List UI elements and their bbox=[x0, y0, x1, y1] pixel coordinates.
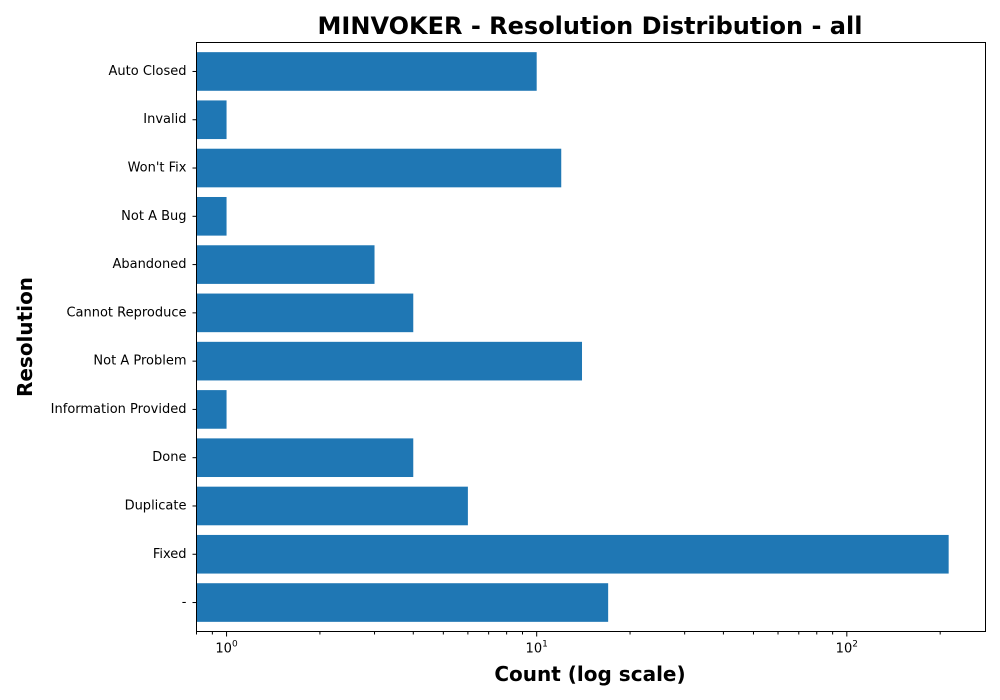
bar-auto-closed bbox=[196, 52, 537, 91]
y-tick-label: Duplicate bbox=[125, 498, 187, 513]
bar-blank bbox=[196, 583, 609, 622]
y-tick-label: Invalid bbox=[143, 112, 186, 127]
x-tick-label: 100 bbox=[215, 640, 238, 657]
bar-won-t-fix bbox=[196, 148, 562, 188]
y-axis-label: Resolution bbox=[13, 277, 37, 397]
y-tick-label: Won't Fix bbox=[128, 161, 187, 176]
bar-information-provided bbox=[196, 390, 227, 429]
y-tick-label: Cannot Reproduce bbox=[66, 305, 186, 320]
x-tick-label: 102 bbox=[836, 640, 858, 657]
bar-fixed bbox=[196, 534, 949, 574]
y-tick-label: - bbox=[182, 595, 187, 610]
y-axis: - Fixed Duplicate Done Information Provided N… bbox=[51, 64, 197, 610]
y-tick-label: Not A Problem bbox=[93, 354, 186, 369]
x-axis-label: Count (log scale) bbox=[494, 662, 685, 686]
chart-title: MINVOKER - Resolution Distribution - all bbox=[318, 12, 863, 40]
bar-duplicate bbox=[196, 486, 468, 526]
x-axis: 100 101 102 bbox=[196, 631, 941, 657]
y-tick-label: Done bbox=[152, 450, 186, 465]
bar-not-a-bug bbox=[196, 196, 227, 236]
y-tick-label: Fixed bbox=[153, 547, 187, 562]
bar-done bbox=[196, 438, 414, 478]
y-tick-label: Abandoned bbox=[112, 257, 186, 272]
bar-abandoned bbox=[196, 245, 375, 284]
bar-cannot-reproduce bbox=[196, 293, 414, 333]
y-tick-label: Information Provided bbox=[51, 402, 187, 417]
y-tick-label: Not A Bug bbox=[121, 209, 186, 224]
y-tick-label: Auto Closed bbox=[109, 64, 187, 79]
plot-frame bbox=[196, 42, 986, 632]
bar-not-a-problem bbox=[196, 341, 583, 381]
bar-invalid bbox=[196, 100, 227, 140]
bars-layer bbox=[196, 52, 949, 622]
x-tick-label: 101 bbox=[526, 640, 548, 657]
